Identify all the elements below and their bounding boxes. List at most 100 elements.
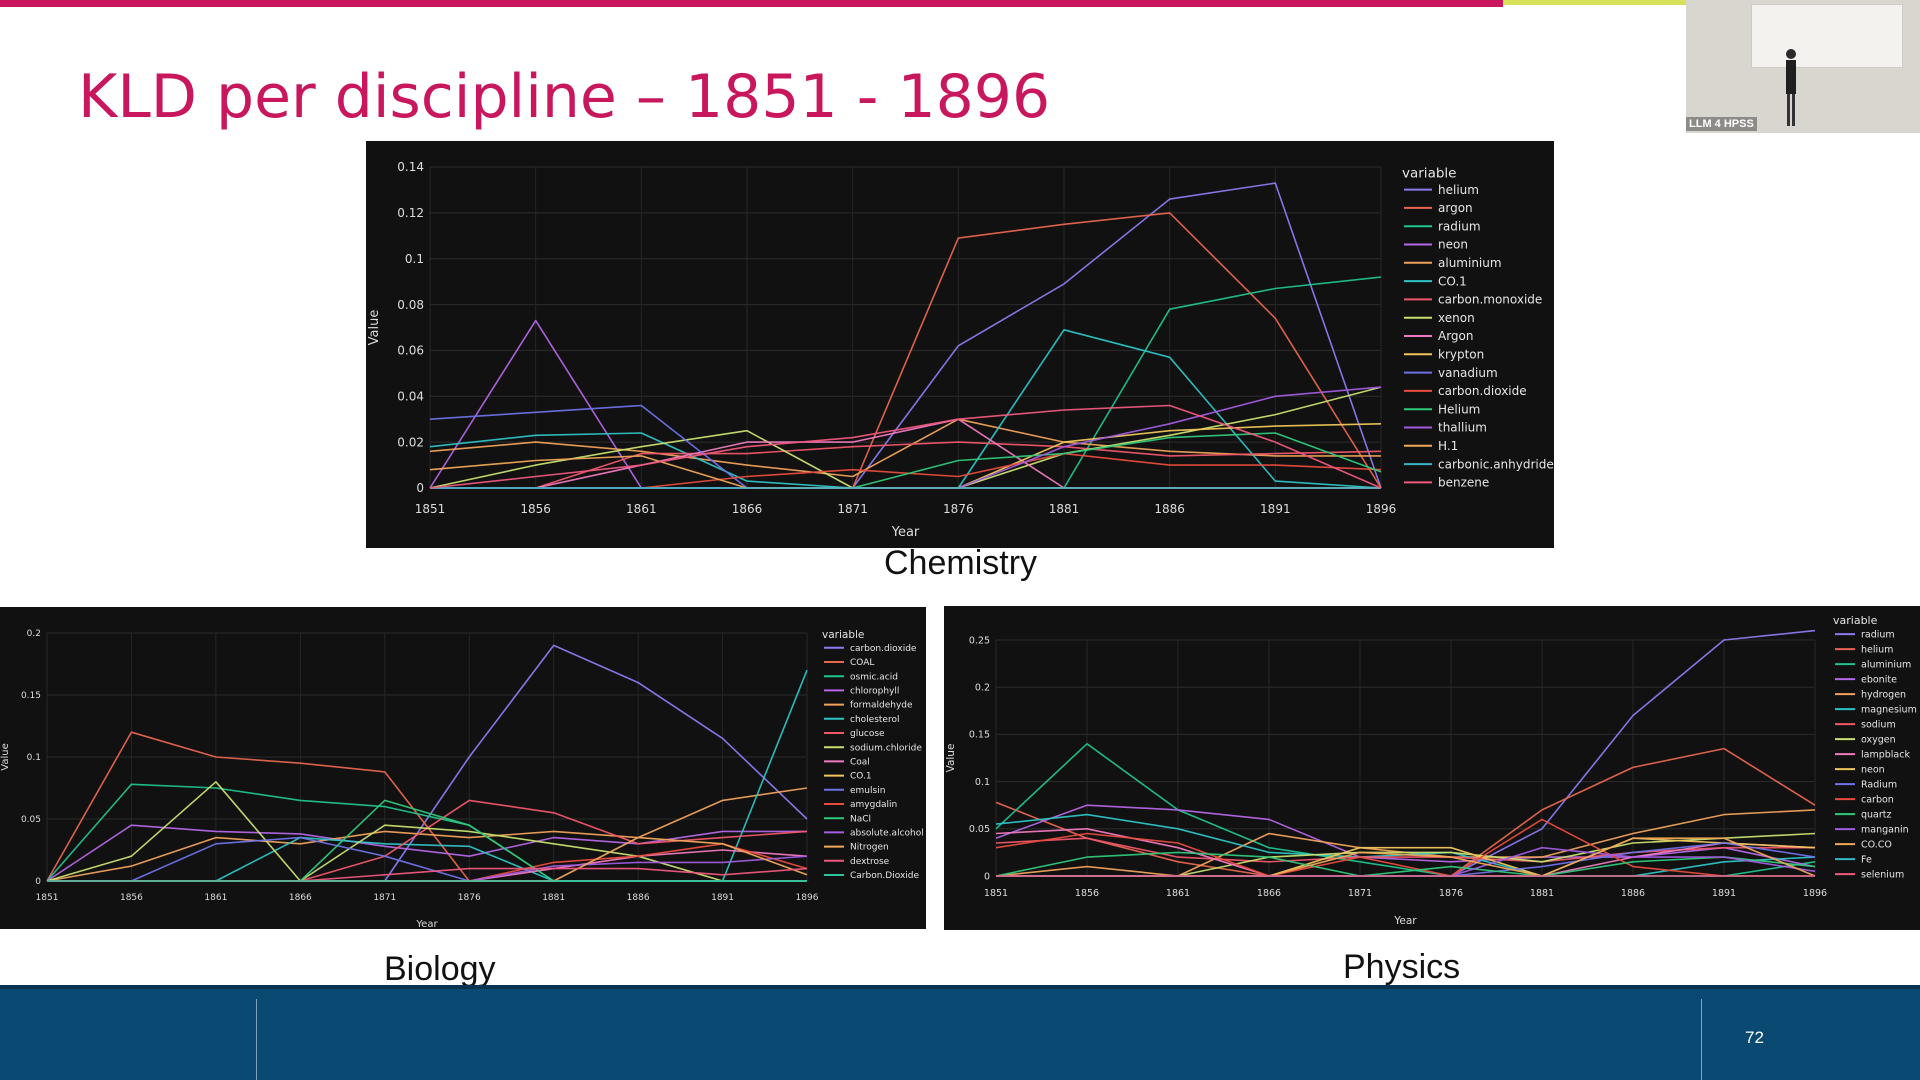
physics-chart-svg: 0 0.05 0.1 0.15 0.2 0.25 1851 1856 1861 1866 1871 1…: [945, 614, 1917, 927]
legend-item: selenium: [1861, 870, 1904, 881]
legend-item: glucose: [850, 729, 885, 739]
legend-item: carbon: [1861, 795, 1894, 806]
legend-item: helium: [1861, 645, 1893, 656]
series-line-radium: [430, 276, 1382, 489]
caption-biology: Biology: [384, 950, 496, 988]
x-tick-label: 1871: [1348, 888, 1372, 899]
y-axis-label: Value: [367, 310, 382, 346]
x-tick-label: 1881: [1049, 502, 1080, 516]
y-tick-label: 0.1: [975, 777, 990, 788]
legend-item: NaCl: [850, 814, 871, 824]
y-axis-label: Value: [945, 744, 957, 773]
top-accent-bar-secondary: [1503, 0, 1686, 5]
caption-physics: Physics: [1343, 948, 1461, 986]
series-line-nitrogen: [47, 836, 808, 882]
legend-item: krypton: [1438, 348, 1484, 362]
x-tick-label: 1866: [732, 502, 763, 516]
legend-item: emulsin: [850, 786, 885, 796]
x-tick-label: 1896: [796, 893, 819, 903]
y-tick-label: 0.04: [397, 389, 424, 403]
chemistry-chart-svg: 0 0.02 0.04 0.06 0.08 0.1 0.12 0.14 1851 1856 1861…: [367, 160, 1554, 540]
legend-item: thallium: [1438, 421, 1487, 435]
x-tick-label: 1886: [1154, 502, 1185, 516]
page-number: 72: [1745, 1028, 1764, 1047]
legend-item: dextrose: [850, 857, 890, 867]
legend-title: variable: [1402, 165, 1456, 181]
y-tick-label: 0.05: [969, 824, 990, 835]
legend-item: COAL: [850, 658, 874, 668]
legend-item: argon: [1438, 201, 1473, 215]
x-axis-label: Year: [415, 919, 438, 929]
legend-item: radium: [1861, 630, 1895, 641]
legend-item: chlorophyll: [850, 687, 899, 697]
legend-item: formaldehyde: [850, 701, 913, 711]
series-line-quartz: [995, 851, 1816, 877]
x-tick-label: 1876: [943, 502, 974, 516]
x-tick-label: 1856: [1075, 888, 1099, 899]
x-tick-label: 1886: [627, 893, 650, 903]
biology-chart: 0 0.05 0.1 0.15 0.2 1851 1856 1861 1866 1871 1876 1…: [0, 607, 926, 929]
legend-item: aluminium: [1861, 660, 1911, 671]
x-tick-label: 1861: [1166, 888, 1190, 899]
biology-chart-svg: 0 0.05 0.1 0.15 0.2 1851 1856 1861 1866 1871 1876 1…: [0, 629, 924, 929]
chemistry-chart: 0 0.02 0.04 0.06 0.08 0.1 0.12 0.14 1851 1856 1861…: [366, 141, 1554, 548]
legend-item: CO.CO: [1861, 840, 1892, 851]
y-tick-label: 0.15: [21, 691, 41, 701]
y-tick-label: 0.25: [969, 635, 990, 646]
speaker-figure: [1786, 49, 1796, 126]
projector-screen: [1751, 4, 1903, 68]
series-line-coal: [46, 731, 807, 882]
x-tick-label: 1851: [984, 888, 1008, 899]
physics-chart: 0 0.05 0.1 0.15 0.2 0.25 1851 1856 1861 1866 1871 1…: [944, 606, 1920, 930]
legend-item: lampblack: [1861, 750, 1910, 761]
legend-item: xenon: [1438, 311, 1475, 325]
legend-item: hydrogen: [1861, 690, 1906, 701]
legend-item: aluminium: [1438, 256, 1502, 270]
legend-item: magnesium: [1861, 705, 1917, 716]
legend-item: radium: [1438, 219, 1481, 233]
series-line-formaldehyde: [46, 787, 808, 882]
footer-divider-left: [256, 999, 257, 1080]
legend-item: vanadium: [1438, 366, 1498, 380]
y-tick-label: 0.1: [27, 753, 41, 763]
series-line-emulsin: [47, 836, 807, 882]
legend-item: helium: [1438, 183, 1479, 197]
legend-item: carbon.monoxide: [1438, 293, 1542, 307]
series-line-carbon: [995, 818, 1815, 877]
y-tick-label: 0.14: [397, 160, 424, 174]
legend-item: Coal: [850, 758, 870, 768]
speaker-video-thumbnail[interactable]: LLM 4 HPSS: [1686, 0, 1920, 133]
legend-item: osmic.acid: [850, 672, 898, 682]
series-line-co-1: [429, 329, 1382, 489]
y-axis-label: Value: [0, 743, 11, 770]
x-tick-label: 1896: [1366, 502, 1397, 516]
series-line-dextrose: [47, 867, 808, 882]
x-tick-label: 1871: [373, 893, 396, 903]
y-tick-label: 0.1: [405, 252, 424, 266]
footer-top-strip: [0, 985, 1920, 989]
y-tick-label: 0.15: [969, 730, 990, 741]
x-axis-label: Year: [1393, 915, 1417, 927]
legend-item: cholesterol: [850, 715, 899, 725]
y-tick-label: 0.2: [975, 683, 990, 694]
caption-chemistry: Chemistry: [884, 544, 1038, 582]
series-line-sodium-chloride: [46, 781, 807, 882]
top-accent-bar: [0, 0, 1503, 7]
series-line-aluminium: [429, 418, 1381, 478]
x-tick-label: 1851: [36, 893, 59, 903]
y-tick-label: 0.05: [21, 815, 41, 825]
x-tick-label: 1866: [1257, 888, 1281, 899]
series-line-benzene: [429, 404, 1382, 489]
y-tick-label: 0: [984, 871, 990, 882]
x-axis-label: Year: [891, 525, 920, 540]
legend-item: H.1: [1438, 439, 1458, 453]
slide-title: KLD per discipline – 1851 - 1896: [78, 62, 1051, 132]
series-line-krypton: [430, 423, 1382, 489]
legend-item: CO.1: [1438, 274, 1467, 288]
legend-item: Radium: [1861, 780, 1897, 791]
x-tick-label: 1876: [1439, 888, 1463, 899]
legend-item: quartz: [1861, 810, 1892, 821]
legend-title: variable: [1833, 614, 1878, 627]
x-tick-label: 1891: [711, 893, 734, 903]
footer-bar: [0, 985, 1920, 1080]
